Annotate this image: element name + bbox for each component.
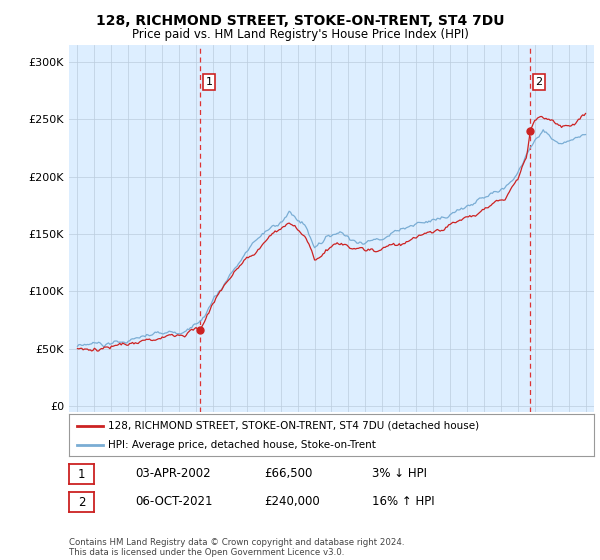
- Text: 128, RICHMOND STREET, STOKE-ON-TRENT, ST4 7DU: 128, RICHMOND STREET, STOKE-ON-TRENT, ST…: [96, 14, 504, 28]
- Text: 16% ↑ HPI: 16% ↑ HPI: [372, 494, 434, 508]
- Text: 1: 1: [78, 468, 85, 481]
- Text: Contains HM Land Registry data © Crown copyright and database right 2024.
This d: Contains HM Land Registry data © Crown c…: [69, 538, 404, 557]
- Text: 128, RICHMOND STREET, STOKE-ON-TRENT, ST4 7DU (detached house): 128, RICHMOND STREET, STOKE-ON-TRENT, ST…: [109, 421, 479, 431]
- Text: 03-APR-2002: 03-APR-2002: [135, 466, 211, 480]
- Text: 2: 2: [536, 77, 542, 87]
- Text: HPI: Average price, detached house, Stoke-on-Trent: HPI: Average price, detached house, Stok…: [109, 440, 376, 450]
- Text: 1: 1: [205, 77, 212, 87]
- Text: £240,000: £240,000: [264, 494, 320, 508]
- Text: Price paid vs. HM Land Registry's House Price Index (HPI): Price paid vs. HM Land Registry's House …: [131, 28, 469, 41]
- Text: 2: 2: [78, 496, 85, 509]
- Text: 06-OCT-2021: 06-OCT-2021: [135, 494, 212, 508]
- Text: £66,500: £66,500: [264, 466, 313, 480]
- Text: 3% ↓ HPI: 3% ↓ HPI: [372, 466, 427, 480]
